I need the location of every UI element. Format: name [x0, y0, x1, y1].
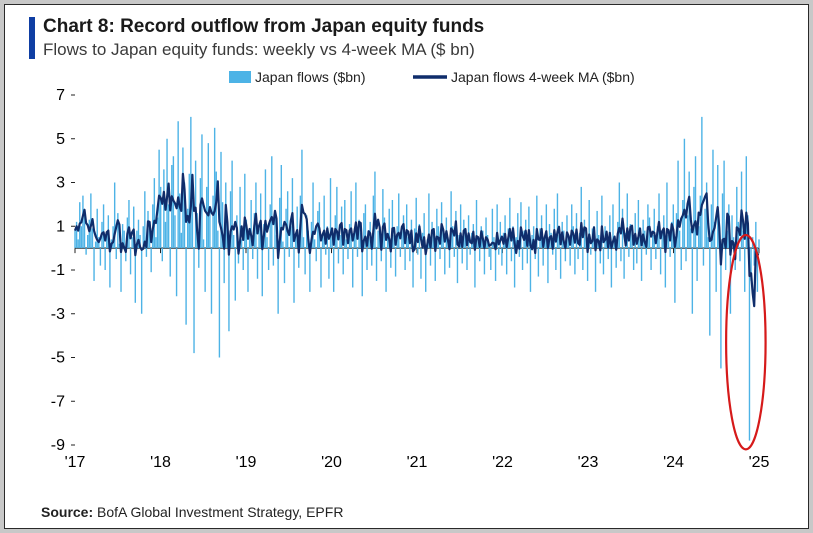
svg-text:Japan flows 4-week MA ($bn): Japan flows 4-week MA ($bn) — [451, 69, 635, 85]
source-label: Source: — [41, 504, 93, 520]
svg-text:'25: '25 — [749, 454, 769, 471]
svg-text:-7: -7 — [51, 393, 65, 410]
chart-svg: -9 -7 -5 -3 -1 1 3 5 7 '17 '18 '19 '20 '21 '22 '23 '24 '2… — [29, 67, 769, 475]
source-text: BofA Global Investment Strategy, EPFR — [97, 504, 343, 520]
title-block: Chart 8: Record outflow from Japan equit… — [29, 15, 784, 61]
svg-text:5: 5 — [56, 131, 65, 148]
svg-text:'20: '20 — [321, 454, 342, 471]
svg-text:-9: -9 — [51, 437, 65, 454]
title-accent-bar — [29, 17, 35, 59]
svg-text:3: 3 — [56, 174, 65, 191]
chart-title: Chart 8: Record outflow from Japan equit… — [43, 15, 784, 39]
svg-text:'22: '22 — [492, 454, 513, 471]
svg-text:-3: -3 — [51, 306, 65, 323]
svg-text:'19: '19 — [236, 454, 257, 471]
svg-text:'18: '18 — [150, 454, 171, 471]
chart-source: Source: BofA Global Investment Strategy,… — [41, 504, 343, 520]
chart-subtitle: Flows to Japan equity funds: weekly vs 4… — [43, 39, 784, 61]
chart-card: Chart 8: Record outflow from Japan equit… — [4, 4, 809, 529]
svg-text:Japan flows ($bn): Japan flows ($bn) — [255, 69, 366, 85]
svg-text:'23: '23 — [578, 454, 599, 471]
svg-text:1: 1 — [56, 218, 65, 235]
svg-text:7: 7 — [56, 87, 65, 104]
outer-frame: Chart 8: Record outflow from Japan equit… — [0, 0, 813, 533]
svg-text:-5: -5 — [51, 349, 65, 366]
svg-text:'17: '17 — [65, 454, 86, 471]
svg-text:'24: '24 — [663, 454, 684, 471]
svg-text:'21: '21 — [407, 454, 428, 471]
chart-area: -9 -7 -5 -3 -1 1 3 5 7 '17 '18 '19 '20 '21 '22 '23 '24 '2… — [29, 67, 769, 475]
svg-text:-1: -1 — [51, 262, 65, 279]
